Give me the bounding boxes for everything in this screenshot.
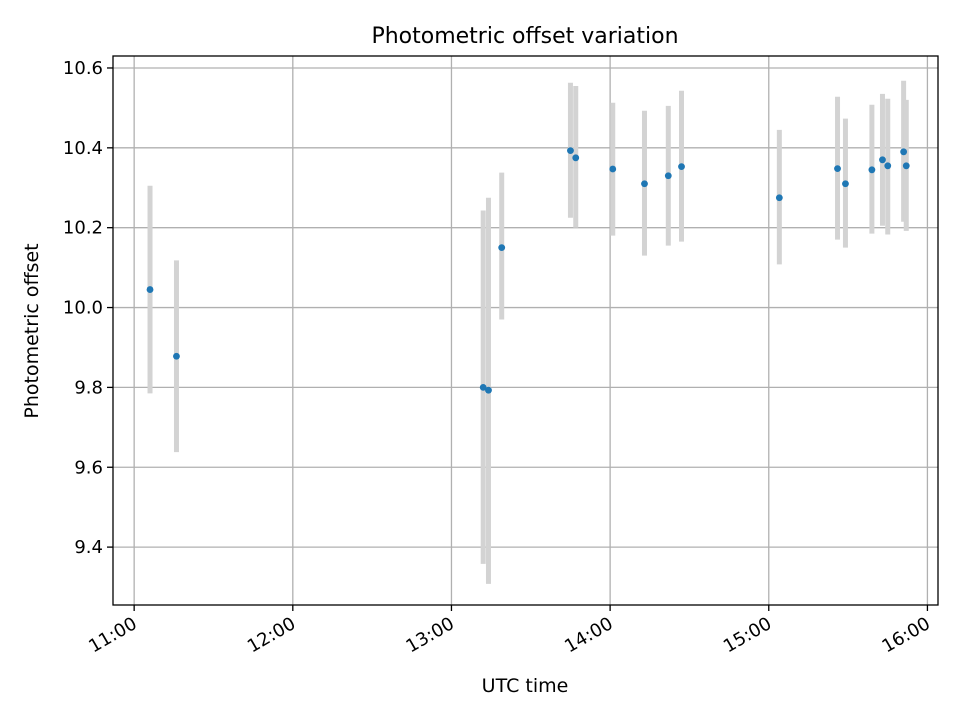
x-tick-label: 12:00 xyxy=(244,613,299,657)
data-point xyxy=(678,163,685,170)
y-tick-label: 9.8 xyxy=(74,377,103,398)
data-point xyxy=(609,165,617,173)
data-point xyxy=(902,162,910,170)
data-point xyxy=(842,180,849,188)
x-tick-label: 15:00 xyxy=(720,613,775,657)
y-tick-label: 9.6 xyxy=(74,457,103,478)
y-tick-label: 9.4 xyxy=(74,537,103,558)
y-tick-label: 10.6 xyxy=(63,58,103,79)
y-tick-label: 10.0 xyxy=(63,298,103,319)
data-point xyxy=(572,154,580,162)
data-point xyxy=(868,166,876,174)
data-point xyxy=(775,194,783,202)
data-point xyxy=(479,383,487,391)
x-tick-label: 11:00 xyxy=(85,613,140,657)
plot-frame xyxy=(112,55,939,606)
y-tick-label: 10.4 xyxy=(63,138,103,159)
data-points xyxy=(146,147,910,394)
data-point xyxy=(498,244,506,252)
x-axis-title: UTC time xyxy=(482,675,569,697)
data-point xyxy=(664,172,672,180)
data-point xyxy=(146,286,154,293)
x-tick-label: 14:00 xyxy=(561,613,616,657)
x-axis-ticks: 11:00 12:00 13:00 14:00 15:00 16:00 xyxy=(85,605,934,657)
error-bars xyxy=(147,80,909,584)
chart-title: Photometric offset variation xyxy=(371,24,678,49)
y-axis-title: Photometric offset xyxy=(21,243,43,418)
data-point xyxy=(641,180,648,188)
data-point xyxy=(173,352,180,360)
data-point xyxy=(485,386,492,394)
x-tick-label: 13:00 xyxy=(403,613,458,657)
data-point xyxy=(834,165,841,172)
data-point xyxy=(567,147,574,155)
y-axis-ticks: 9.4 9.6 9.8 10.0 10.2 10.4 10.6 xyxy=(63,58,113,558)
grid-lines xyxy=(113,56,938,605)
data-point xyxy=(884,162,892,170)
data-point xyxy=(900,148,908,156)
y-tick-label: 10.2 xyxy=(63,218,103,239)
x-tick-label: 16:00 xyxy=(878,613,933,657)
data-point xyxy=(879,156,886,164)
